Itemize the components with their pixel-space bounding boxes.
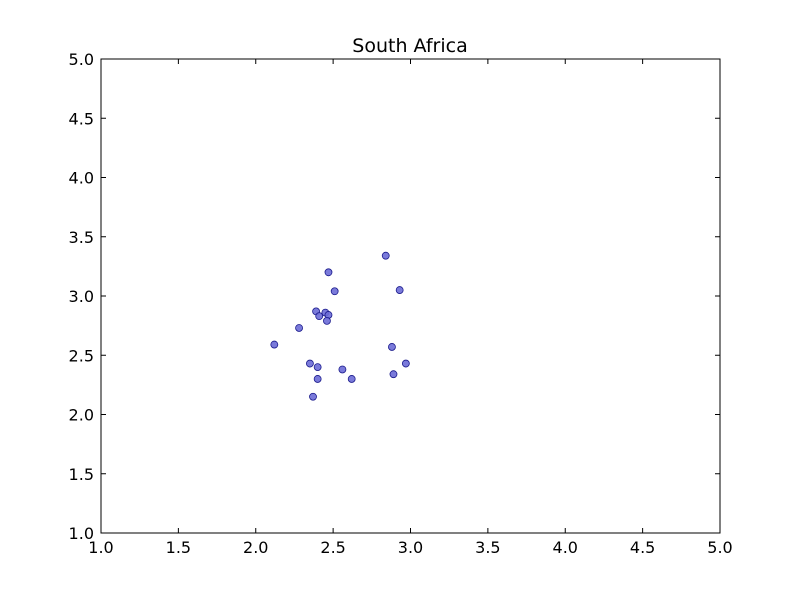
x-tick-label: 5.0 xyxy=(707,538,732,557)
data-point xyxy=(306,359,314,368)
y-tick-labels: 1.0 1.5 2.0 2.5 3.0 3.5 4.0 4.5 5.0 xyxy=(69,50,94,543)
data-point xyxy=(347,375,356,383)
y-tick-label: 1.5 xyxy=(69,465,94,484)
y-tick-label: 4.0 xyxy=(69,169,94,188)
x-tick-labels: 1.0 1.5 2.0 2.5 3.0 3.5 4.0 4.5 5.0 xyxy=(88,538,732,557)
data-point xyxy=(330,287,339,296)
data-point xyxy=(389,370,398,379)
x-tick-label: 4.5 xyxy=(630,538,655,557)
data-point xyxy=(338,365,347,374)
data-point xyxy=(381,251,390,260)
x-tick-label: 2.0 xyxy=(243,538,268,557)
data-point xyxy=(313,363,322,372)
data-point xyxy=(324,268,333,277)
x-tick-label: 4.0 xyxy=(553,538,578,557)
data-point xyxy=(315,312,324,321)
y-tick-label: 3.5 xyxy=(69,228,94,247)
y-tick-label: 3.0 xyxy=(69,287,94,306)
data-point xyxy=(323,316,331,325)
data-point xyxy=(309,392,317,401)
x-tick-label: 3.0 xyxy=(398,538,423,557)
plot-frame xyxy=(100,58,721,534)
y-tick-label: 4.5 xyxy=(69,109,94,128)
data-point xyxy=(401,359,410,368)
y-tick-label: 2.0 xyxy=(69,406,94,425)
x-tick-label: 2.5 xyxy=(320,538,345,557)
data-point xyxy=(295,324,303,332)
data-point xyxy=(388,343,396,351)
plot-area xyxy=(101,59,720,533)
y-tick-label: 1.0 xyxy=(69,524,94,543)
chart-title: South Africa xyxy=(352,35,467,57)
x-tick-label: 1.5 xyxy=(166,538,191,557)
y-tick-label: 5.0 xyxy=(69,50,94,69)
x-tick-label: 1.0 xyxy=(88,538,113,557)
y-tick-label: 2.5 xyxy=(69,346,94,365)
data-point xyxy=(395,286,404,294)
x-tick-label: 3.5 xyxy=(475,538,500,557)
data-points xyxy=(270,251,410,401)
data-point xyxy=(313,375,322,383)
data-point xyxy=(270,340,279,349)
